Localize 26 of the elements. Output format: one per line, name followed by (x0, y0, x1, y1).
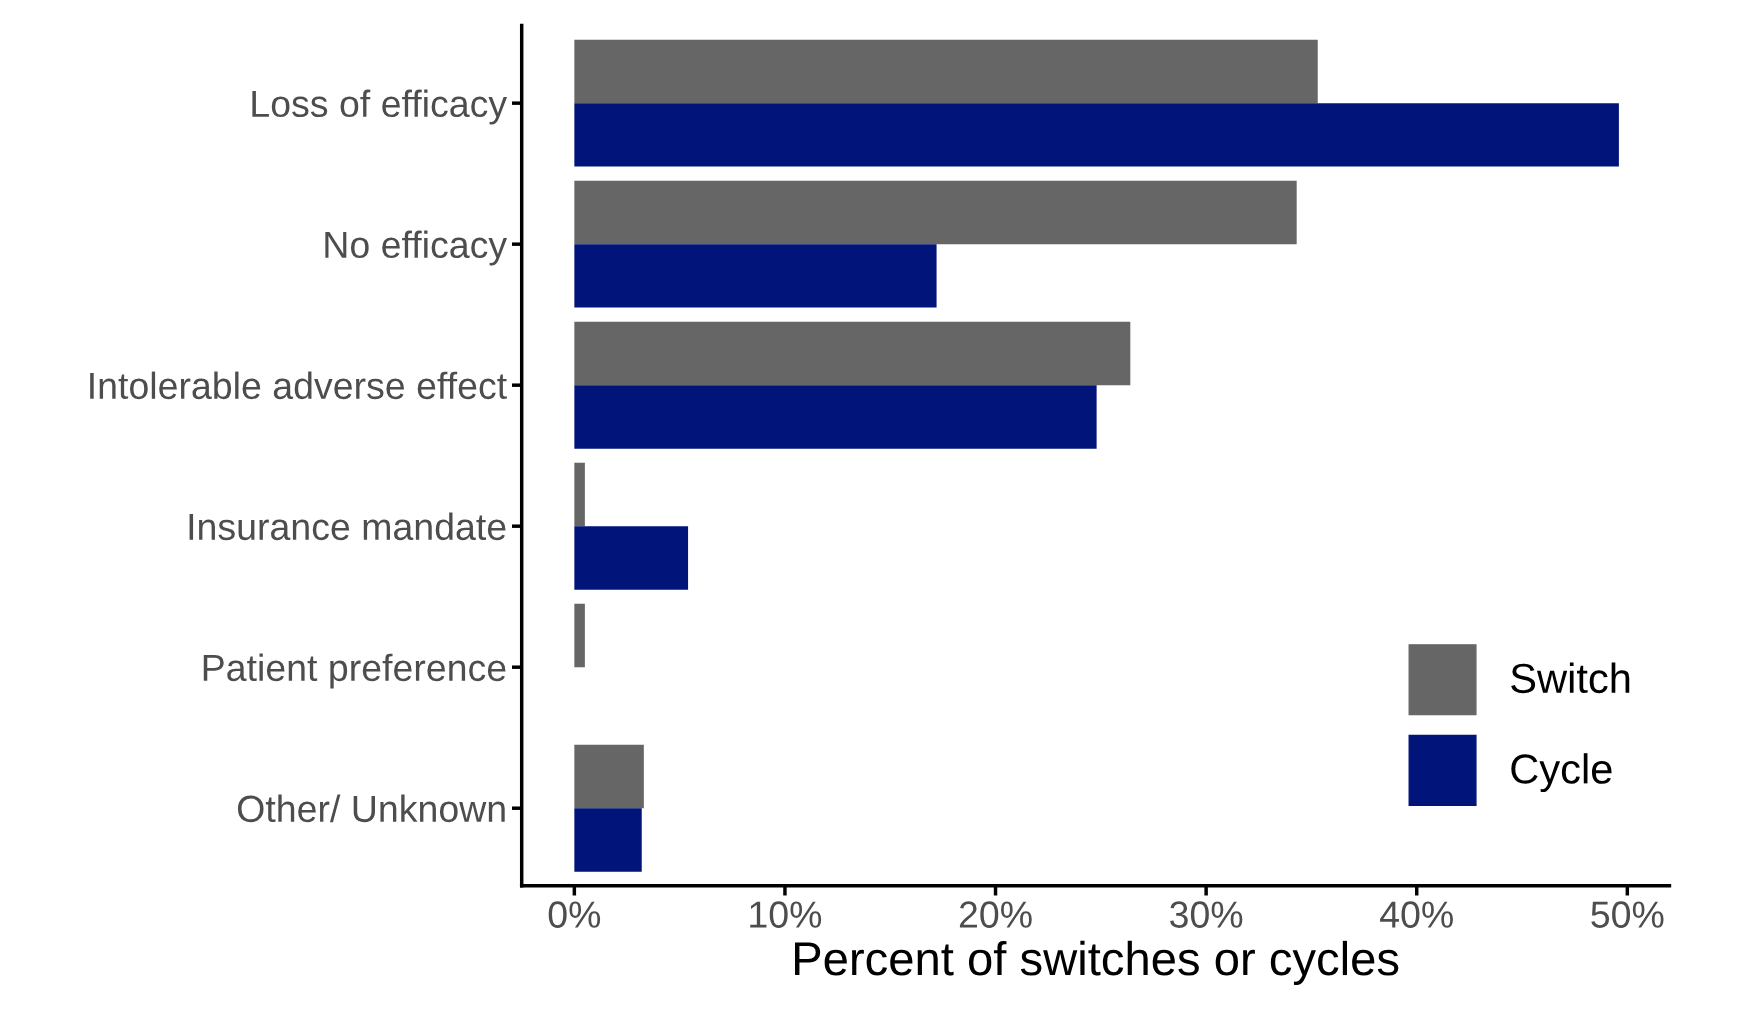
x-tick-label: 0% (548, 901, 601, 928)
bar (574, 244, 937, 308)
x-axis-title: Percent of switches or cycles (795, 940, 1399, 985)
y-tick-label: No efficacy (325, 230, 508, 266)
x-tick-label: 50% (1591, 901, 1664, 928)
y-tick-label: Patient preference (203, 653, 506, 689)
bar (574, 603, 585, 668)
y-tick-label: Loss of efficacy (252, 89, 508, 125)
bar (574, 744, 644, 809)
legend-label: Switch (1511, 662, 1630, 694)
bar (574, 321, 1131, 386)
y-tick-label: Insurance mandate (189, 512, 506, 541)
bar (574, 526, 689, 590)
legend-label: Cycle (1511, 753, 1612, 793)
bar (574, 180, 1297, 245)
bar (574, 39, 1318, 104)
x-tick-label: 20% (959, 901, 1032, 928)
y-tick-label: Other/ Unknown (237, 794, 505, 823)
y-tick-label: Intolerable adverse effect (90, 371, 507, 400)
bar (574, 103, 1619, 167)
bar (574, 462, 585, 527)
bar (574, 808, 642, 872)
x-tick-label: 30% (1170, 901, 1243, 928)
x-tick-label: 40% (1380, 901, 1453, 928)
bar (574, 385, 1097, 449)
x-tick-label: 10% (750, 901, 822, 928)
